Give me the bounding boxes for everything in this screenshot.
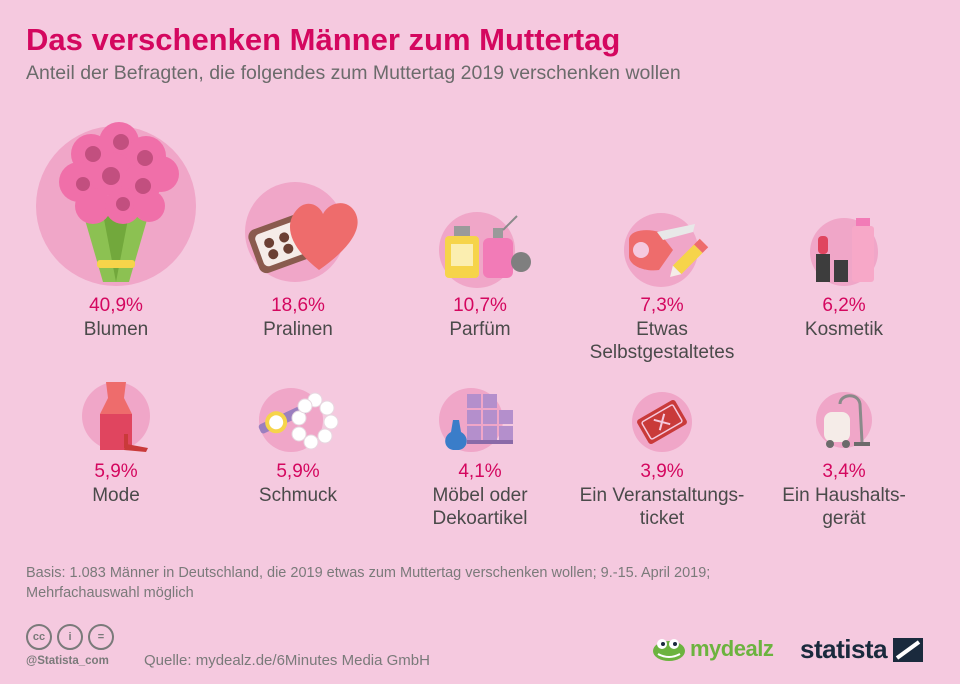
jewelry-icon bbox=[258, 388, 339, 452]
furniture-icon bbox=[439, 388, 513, 452]
category-label: Pralinen bbox=[263, 319, 333, 340]
value-label: 3,9% bbox=[640, 461, 684, 482]
craft-tape-icon bbox=[624, 213, 709, 287]
category-label: Parfüm bbox=[449, 319, 511, 340]
category-label: Etwas bbox=[636, 319, 688, 340]
dress-icon bbox=[82, 382, 150, 452]
category-label: Schmuck bbox=[258, 485, 338, 506]
value-label: 4,1% bbox=[458, 461, 502, 482]
cc-icon[interactable]: cc bbox=[26, 624, 52, 650]
no-derivatives-icon[interactable]: = bbox=[88, 624, 114, 650]
statista-handle[interactable]: @Statista_com bbox=[26, 655, 109, 667]
basis-note: Basis: 1.083 Männer in Deutschland, die … bbox=[26, 563, 926, 603]
value-label: 10,7% bbox=[453, 295, 507, 316]
item-mode: 5,9% Mode bbox=[26, 378, 206, 507]
mydealz-wordmark: mydealz bbox=[690, 636, 774, 661]
category-label: Möbel oder bbox=[432, 485, 528, 506]
value-label: 5,9% bbox=[94, 461, 138, 482]
statista-wordmark: statista bbox=[800, 634, 888, 664]
mydealz-logo[interactable]: mydealz bbox=[652, 636, 774, 662]
value-label: 7,3% bbox=[640, 295, 684, 316]
item-haushaltsgeraet: 3,4% Ein Haushalts- gerät bbox=[754, 390, 934, 530]
category-label: Kosmetik bbox=[804, 319, 884, 340]
chocolate-box-icon bbox=[245, 182, 358, 282]
value-label: 18,6% bbox=[271, 295, 325, 316]
basis-line: Basis: 1.083 Männer in Deutschland, die … bbox=[26, 565, 711, 581]
flower-bouquet-icon bbox=[36, 122, 196, 286]
category-label: Dekoartikel bbox=[432, 508, 528, 529]
category-label: Ein Veranstaltungs- bbox=[579, 485, 745, 506]
category-label: Blumen bbox=[83, 319, 149, 340]
item-selbstgestaltetes: 7,3% Etwas Selbstgestaltetes bbox=[572, 210, 752, 364]
item-blumen: 40,9% Blumen bbox=[26, 114, 206, 341]
value-label: 3,4% bbox=[822, 461, 866, 482]
perfume-icon bbox=[439, 212, 531, 288]
item-kosmetik: 6,2% Kosmetik bbox=[754, 214, 934, 341]
chart-title: Das verschenken Männer zum Muttertag bbox=[26, 22, 621, 57]
value-label: 6,2% bbox=[822, 295, 866, 316]
vacuum-icon bbox=[816, 392, 872, 448]
item-pralinen: 18,6% Pralinen bbox=[208, 180, 388, 341]
mydealz-mascot-icon bbox=[653, 639, 685, 661]
value-label: 5,9% bbox=[276, 461, 320, 482]
ticket-icon bbox=[632, 392, 692, 452]
value-label: 40,9% bbox=[89, 295, 143, 316]
category-label: Ein Haushalts- bbox=[782, 485, 906, 506]
license-icons: cc i = bbox=[26, 624, 114, 650]
attribution-icon[interactable]: i bbox=[57, 624, 83, 650]
item-parfuem: 10,7% Parfüm bbox=[390, 208, 570, 341]
item-schmuck: 5,9% Schmuck bbox=[208, 384, 388, 507]
category-label: Mode bbox=[92, 485, 140, 506]
category-label: ticket bbox=[639, 508, 685, 529]
item-ticket: 3,9% Ein Veranstaltungs- ticket bbox=[572, 390, 752, 530]
statista-logo[interactable]: statista bbox=[800, 634, 924, 665]
basis-line: Mehrfachauswahl möglich bbox=[26, 585, 194, 601]
cosmetics-icon bbox=[810, 218, 878, 286]
chart-subtitle: Anteil der Befragten, die folgendes zum … bbox=[26, 62, 681, 84]
statista-mark-icon bbox=[893, 637, 924, 662]
category-label: Selbstgestaltetes bbox=[589, 342, 735, 363]
source-note: Quelle: mydealz.de/6Minutes Media GmbH bbox=[144, 652, 430, 669]
item-moebel: 4,1% Möbel oder Dekoartikel bbox=[390, 380, 570, 530]
category-label: gerät bbox=[822, 508, 866, 529]
